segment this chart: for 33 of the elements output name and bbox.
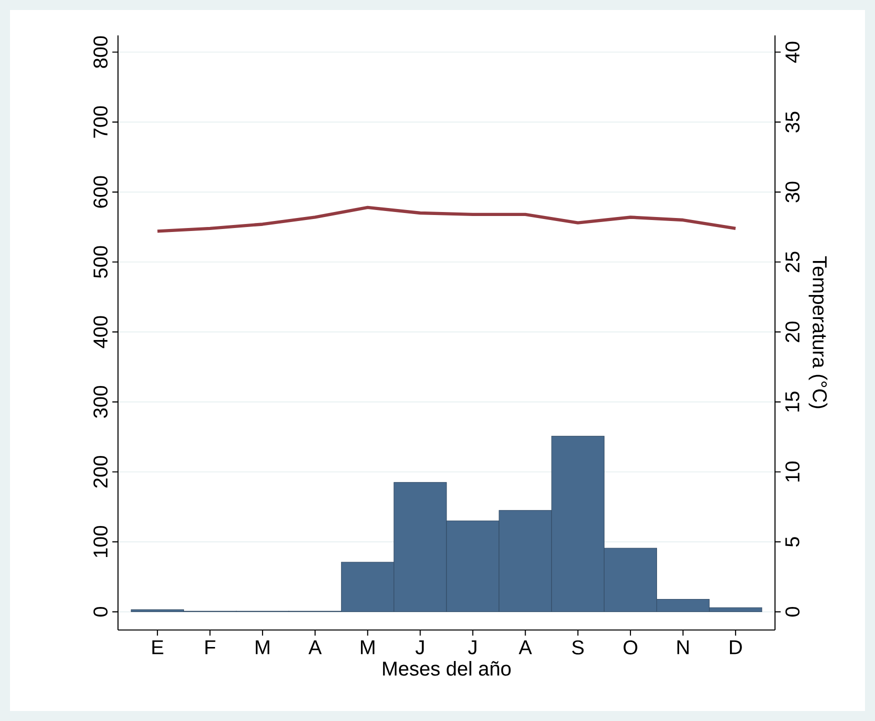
- x-axis-title: Meses del año: [383, 661, 511, 676]
- y-tick-label: 0: [93, 607, 108, 617]
- y2-tick-label: 15: [785, 392, 800, 412]
- x-tick-label: N: [677, 640, 689, 654]
- y-tick-label: 500: [93, 246, 108, 278]
- x-tick-label: J: [416, 640, 424, 654]
- y-tick-label: 200: [93, 456, 108, 488]
- x-tick-label: S: [572, 640, 584, 655]
- y-tick-label: 800: [93, 36, 108, 68]
- y2-tick-label: 35: [785, 112, 800, 132]
- x-tick-label: J: [468, 640, 476, 654]
- x-tick-label: A: [308, 640, 322, 654]
- y2-tick-label: 20: [785, 322, 800, 342]
- y2-tick-label: 5: [785, 537, 800, 547]
- x-tick-label: M: [360, 640, 374, 654]
- x-tick-label: F: [206, 640, 216, 654]
- x-tick-label: A: [518, 640, 532, 654]
- x-tick-label: O: [624, 640, 638, 655]
- y2-tick-label: 40: [785, 42, 800, 63]
- x-tick-label: E: [152, 640, 164, 654]
- x-tick-label: D: [730, 640, 742, 654]
- y2-axis-title: Temperatura (°C): [808, 256, 828, 408]
- y-tick-label: 100: [93, 526, 108, 557]
- y2-tick-label: 25: [785, 252, 800, 272]
- y2-tick-label: 30: [785, 182, 800, 202]
- x-tick-label: M: [256, 640, 270, 654]
- line-series: [156, 206, 738, 233]
- y-tick-label: 400: [93, 316, 108, 348]
- y2-tick-label: 0: [785, 607, 800, 617]
- y-tick-label: 300: [93, 386, 108, 418]
- y-tick-label: 700: [93, 106, 108, 138]
- y-tick-label: 600: [93, 176, 108, 208]
- y2-tick-label: 10: [785, 462, 800, 482]
